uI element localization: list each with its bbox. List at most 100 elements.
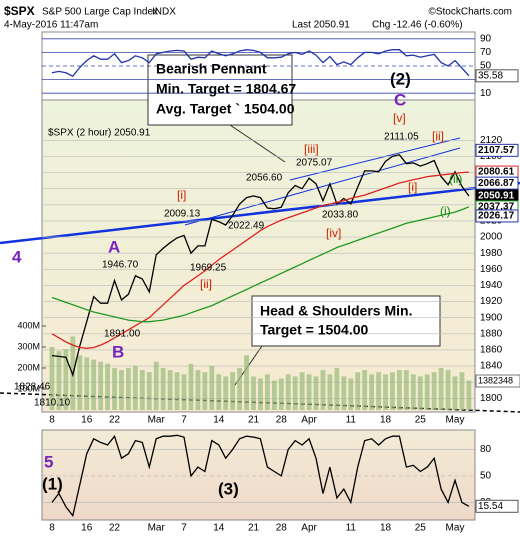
annotation: 4 (12, 247, 22, 266)
annotation: 5 (44, 452, 53, 471)
x-tick-label: 14 (213, 523, 225, 534)
annotation: A (108, 237, 120, 256)
x-tick-label: 8 (49, 415, 55, 426)
volume-bar (341, 376, 347, 410)
annotation: (2) (390, 69, 411, 88)
volume-bar (188, 363, 194, 410)
x-tick-label: May (446, 415, 465, 426)
price-label: 2080.61 (478, 167, 515, 178)
volume-bar (63, 349, 69, 410)
series-line (51, 434, 470, 518)
volume-bar (132, 365, 138, 410)
annotation: B (112, 342, 124, 361)
volume-bar (181, 374, 187, 410)
annotation: 2111.05 (384, 132, 419, 143)
x-tick-label: 16 (81, 523, 93, 534)
volume-bar (383, 374, 388, 410)
y-tick-label: 80 (480, 444, 492, 455)
y-tick-label: 1840 (480, 361, 503, 372)
source: ©StockCharts.com (428, 7, 512, 18)
volume-bar (271, 380, 277, 410)
x-tick-label: 14 (213, 415, 225, 426)
volume-bar (223, 376, 229, 410)
callout-box (251, 295, 441, 347)
volume-bar (237, 368, 243, 410)
x-tick-label: 8 (49, 523, 55, 534)
y-tick-label: 1960 (480, 264, 503, 275)
volume-bar (403, 370, 409, 410)
annotation: [i] (177, 188, 186, 202)
trendline (0, 181, 520, 245)
volume-bar (459, 372, 465, 410)
price-label-box (475, 176, 519, 190)
x-tick-label: 28 (276, 523, 288, 534)
volume-bar (112, 368, 117, 410)
annotation: [ii] (200, 277, 212, 291)
x-tick-label: Mar (148, 523, 166, 534)
annotation: 2033.80 (322, 210, 359, 221)
annotation: C (394, 90, 406, 109)
x-tick-label: May (446, 523, 465, 534)
y-tick-label: 90 (480, 33, 492, 44)
volume-bar (105, 363, 110, 410)
x-tick-label: 21 (248, 523, 260, 534)
last-value-box (475, 69, 519, 83)
y-tick-label: 10 (480, 88, 492, 99)
last-value: 35.58 (478, 70, 503, 81)
volume-bar (327, 374, 333, 410)
annotation: Head & Shoulders Min. (260, 303, 412, 319)
series-line (51, 206, 470, 323)
y-tick-label: 1860 (480, 345, 503, 356)
x-tick-label: 21 (248, 415, 260, 426)
annotation: [ii] (432, 129, 444, 143)
annotation: Bearish Pennant (156, 61, 267, 77)
y-tick-label: 70 (480, 47, 492, 58)
volume-bar (195, 370, 201, 410)
x-tick-label: 7 (181, 523, 187, 534)
volume-bar (424, 374, 430, 410)
annotation: (i) (440, 204, 451, 218)
channel-line (289, 137, 461, 181)
volume-bar (348, 378, 354, 410)
oscillator-panel (41, 429, 476, 521)
volume-bar (466, 380, 472, 410)
x-tick-label: 25 (415, 415, 427, 426)
annotation: (ii) (449, 172, 462, 186)
series-line (51, 49, 470, 78)
volume-bar (452, 376, 458, 410)
date: 4-May-2016 11:47am (4, 20, 98, 31)
price-label: 2026.17 (478, 211, 515, 222)
y-tick-label: 1920 (480, 296, 503, 307)
annotation: 1946.70 (102, 260, 139, 271)
legend: $SPX (2 hour) 2050.91 (48, 128, 151, 139)
volume-tick-label: 200M (17, 362, 40, 372)
y-tick-label: 2120 (480, 135, 503, 146)
x-tick-label: 11 (346, 523, 357, 534)
volume-bar (202, 372, 208, 410)
price-label: 2037.37 (478, 202, 515, 213)
annotation: Min. Target = 1804.67 (156, 81, 296, 97)
series-line (51, 154, 470, 378)
price-label-box (475, 209, 519, 223)
volume-bar (278, 378, 284, 410)
y-tick-label: 50 (480, 471, 492, 482)
annotation: (3) (218, 479, 239, 498)
annotation: [i] (408, 180, 417, 194)
x-tick-label: 16 (81, 415, 93, 426)
price-label: 2066.87 (478, 178, 515, 189)
last-value: 15.54 (478, 501, 503, 512)
x-tick-label: 22 (109, 415, 121, 426)
volume-bar (410, 374, 416, 410)
volume-bar (390, 372, 395, 410)
volume-bar (216, 374, 222, 410)
y-tick-label: 1980 (480, 248, 503, 259)
volume-bar (119, 370, 124, 410)
volume-bar (369, 374, 375, 410)
volume-bar (431, 372, 437, 410)
volume-bar (84, 357, 90, 410)
x-tick-label: Mar (148, 415, 166, 426)
volume-bar (167, 370, 173, 410)
volume-bar (417, 376, 423, 410)
volume-bar (77, 355, 83, 410)
volume-bar (146, 372, 152, 410)
